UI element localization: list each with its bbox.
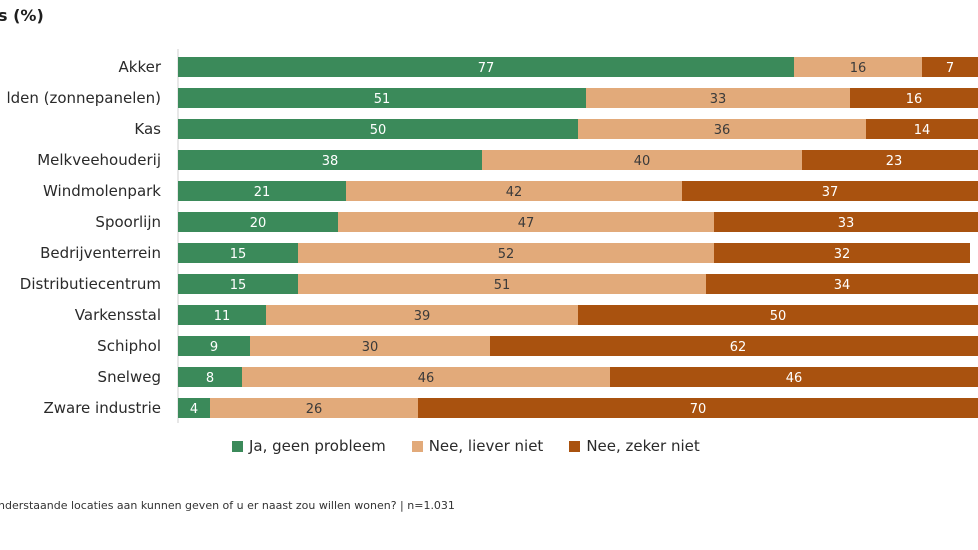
- legend-swatch-zeker-niet: [569, 440, 581, 452]
- bar-segment: [178, 367, 242, 387]
- category-label: Bedrijventerrein: [40, 244, 161, 262]
- data-label: 33: [838, 216, 855, 231]
- data-label: 46: [418, 371, 435, 386]
- bar-segment: [578, 305, 978, 325]
- bar-segment: [178, 336, 250, 356]
- data-label: 70: [690, 402, 707, 417]
- bar-segment: [338, 212, 714, 232]
- legend-label-ja: Ja, geen probleem: [249, 437, 386, 455]
- bar-segment: [178, 274, 298, 294]
- data-label: 37: [822, 185, 839, 200]
- category-label: Snelweg: [98, 368, 161, 386]
- legend-swatch-ja: [232, 440, 243, 452]
- bar-segment: [586, 88, 850, 108]
- data-label: 16: [850, 61, 867, 76]
- data-label: 34: [834, 278, 851, 293]
- category-label: lden (zonnepanelen): [6, 89, 161, 107]
- legend-swatch-liever-niet: [411, 440, 423, 452]
- data-label: 16: [906, 92, 923, 107]
- bar-segment: [178, 243, 298, 263]
- bar-segment: [266, 305, 578, 325]
- bar-segment: [706, 274, 978, 294]
- category-label: Varkensstal: [75, 306, 161, 324]
- category-label: Melkveehouderij: [37, 151, 161, 169]
- bar-segment: [490, 336, 978, 356]
- category-label: Zware industrie: [43, 399, 161, 417]
- bar-segment: [242, 367, 610, 387]
- category-label: Distributiecentrum: [20, 275, 161, 293]
- data-label: 50: [770, 309, 787, 324]
- bar-segment: [866, 119, 978, 139]
- bar-segment: [178, 212, 338, 232]
- bar-segment: [418, 398, 978, 418]
- data-label: 15: [230, 278, 247, 293]
- data-label: 62: [730, 340, 747, 355]
- legend-item-ja: Ja, geen probleem: [232, 437, 386, 455]
- category-label: Spoorlijn: [95, 213, 161, 231]
- data-label: 26: [306, 402, 323, 417]
- data-label: 11: [214, 309, 231, 324]
- bar-segment: [802, 150, 978, 170]
- legend-item-liever-niet: Nee, liever niet: [411, 437, 544, 455]
- data-label: 40: [634, 154, 651, 169]
- data-label: 21: [254, 185, 271, 200]
- bar-segment: [714, 212, 978, 232]
- bar-segment: [210, 398, 418, 418]
- data-label: 77: [478, 61, 495, 76]
- data-label: 33: [710, 92, 727, 107]
- data-label: 39: [414, 309, 431, 324]
- bar-segment: [178, 398, 210, 418]
- bar-segment: [850, 88, 978, 108]
- data-label: 23: [886, 154, 903, 169]
- data-label: 47: [518, 216, 535, 231]
- bar-segment: [794, 57, 922, 77]
- bar-segment: [178, 88, 586, 108]
- bar-segment: [298, 243, 714, 263]
- bar-segment: [178, 305, 266, 325]
- bar-segment: [714, 243, 970, 263]
- bar-segment: [578, 119, 866, 139]
- bar-segment: [346, 181, 682, 201]
- bar-segment: [922, 57, 978, 77]
- stacked-bar-chart: Akker 77 16 7 lden (zonnepanelen) 51 33 16 Kas 50…: [6, 49, 978, 423]
- data-label: 51: [494, 278, 511, 293]
- bar-segment: [250, 336, 490, 356]
- category-label: Schiphol: [97, 337, 161, 355]
- category-label: Kas: [134, 120, 161, 138]
- chart-title: s (%): [0, 6, 44, 25]
- bar-segment: [682, 181, 978, 201]
- category-label: Akker: [119, 58, 162, 76]
- category-label: Windmolenpark: [43, 182, 161, 200]
- data-label: 4: [190, 402, 198, 417]
- data-label: 46: [786, 371, 803, 386]
- legend-item-zeker-niet: Nee, zeker niet: [569, 437, 700, 455]
- data-label: 14: [914, 123, 931, 138]
- data-label: 36: [714, 123, 731, 138]
- data-label: 7: [946, 61, 954, 76]
- bar-segment: [178, 119, 578, 139]
- data-label: 32: [834, 247, 851, 262]
- data-label: 9: [210, 340, 218, 355]
- bar-segment: [178, 57, 794, 77]
- data-label: 51: [374, 92, 391, 107]
- data-label: 38: [322, 154, 339, 169]
- data-label: 42: [506, 185, 523, 200]
- bar-segment: [482, 150, 802, 170]
- data-label: 8: [206, 371, 214, 386]
- data-label: 15: [230, 247, 247, 262]
- legend-label-zeker-niet: Nee, zeker niet: [586, 437, 700, 455]
- data-label: 30: [362, 340, 379, 355]
- data-label: 20: [250, 216, 267, 231]
- legend-label-liever-niet: Nee, liever niet: [428, 437, 544, 455]
- data-label: 52: [498, 247, 515, 262]
- footnote: nderstaande locaties aan kunnen geven of…: [0, 499, 455, 512]
- bar-segment: [178, 150, 482, 170]
- bar-segment: [178, 181, 346, 201]
- bar-segment: [610, 367, 978, 387]
- bar-segment: [298, 274, 706, 294]
- legend: Ja, geen probleem Nee, liever niet Nee, …: [232, 437, 700, 455]
- data-label: 50: [370, 123, 387, 138]
